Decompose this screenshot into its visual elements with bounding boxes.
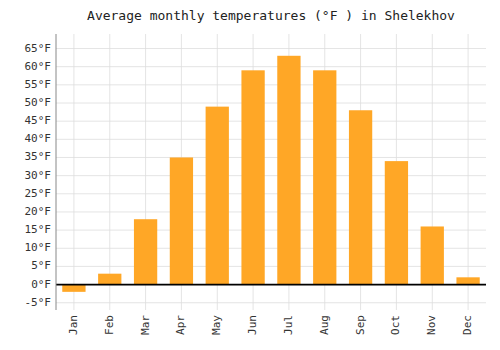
x-tick-label: Nov [425, 315, 438, 335]
bar [241, 70, 264, 284]
bar [98, 274, 121, 285]
y-grid-line [56, 284, 486, 285]
x-tick-label: Mar [139, 315, 152, 335]
y-tick-label: 0°F [31, 278, 51, 291]
grid [56, 34, 486, 310]
y-grid-line [56, 48, 486, 49]
x-tick-label: Apr [174, 315, 187, 335]
y-tick-label: 10°F [25, 241, 52, 254]
bars [62, 56, 479, 292]
y-grid-line [56, 211, 486, 212]
y-tick-label: 5°F [31, 259, 51, 272]
bar [170, 157, 193, 284]
y-tick-label: 40°F [25, 132, 52, 145]
bar [385, 161, 408, 284]
y-grid-line [56, 66, 486, 67]
y-tick-label: 35°F [25, 150, 52, 163]
bar [62, 285, 85, 292]
bar [421, 226, 444, 284]
x-tick-label: Sep [354, 315, 367, 335]
y-axis-line [56, 34, 57, 310]
bar [349, 110, 372, 284]
y-grid-line [56, 103, 486, 104]
y-grid-line [56, 175, 486, 176]
y-grid-line [56, 121, 486, 122]
chart: -5°F 0°F 5°F 10°F 15°F 20°F 25°F 30°F 35°F 40°F 45… [0, 0, 500, 350]
y-tick-label: 20°F [25, 205, 52, 218]
x-grid-line [109, 34, 110, 310]
bar [313, 70, 336, 284]
y-tick-label: 65°F [25, 42, 52, 55]
y-tick-label: 25°F [25, 187, 52, 200]
bar [277, 56, 300, 285]
x-tick-label: Jan [67, 315, 80, 335]
axes: -5°F 0°F 5°F 10°F 15°F 20°F 25°F 30°F 35°F 40°F 45… [25, 42, 475, 335]
x-tick-label: May [210, 315, 223, 335]
x-grid-line [73, 34, 74, 310]
x-tick-label: Jul [282, 315, 295, 335]
x-tick-label: Aug [318, 315, 331, 335]
y-grid-line [56, 302, 486, 303]
y-tick-label: 45°F [25, 114, 52, 127]
y-tick-label: 15°F [25, 223, 52, 236]
x-tick-label: Feb [103, 315, 116, 335]
y-grid-line [56, 157, 486, 158]
x-tick-label: Jun [246, 315, 259, 335]
y-tick-label: 30°F [25, 169, 52, 182]
y-tick-label: -5°F [25, 296, 52, 309]
y-grid-line [56, 193, 486, 194]
y-tick-label: 55°F [25, 78, 52, 91]
title: Average monthly temperatures (°F ) in Sh… [87, 8, 455, 23]
bar [134, 219, 157, 284]
y-tick-label: 50°F [25, 96, 52, 109]
y-grid-line [56, 139, 486, 140]
x-grid-line [468, 34, 469, 310]
zero-line [56, 284, 486, 286]
bar [206, 107, 229, 285]
bar [456, 277, 479, 284]
y-tick-label: 60°F [25, 60, 52, 73]
y-grid-line [56, 84, 486, 85]
x-tick-label: Oct [389, 315, 402, 335]
x-tick-label: Dec [461, 315, 474, 335]
